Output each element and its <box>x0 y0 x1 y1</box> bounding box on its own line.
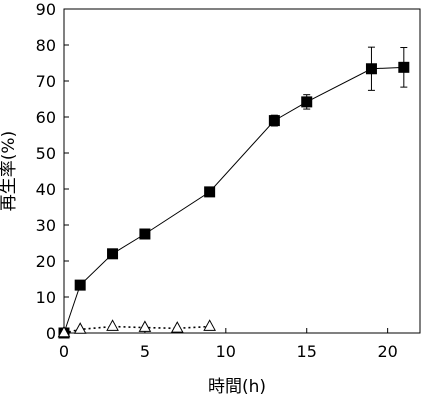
plot-frame <box>63 8 421 334</box>
y-tick-label: 20 <box>36 252 56 271</box>
series-line <box>63 325 210 334</box>
series-1 <box>58 46 410 339</box>
y-tick-label: 60 <box>36 108 56 127</box>
y-tick-label: 70 <box>36 72 56 91</box>
series-layer <box>57 46 410 339</box>
data-point-square <box>301 96 313 108</box>
series-line <box>63 66 404 334</box>
y-tick-label: 0 <box>46 324 56 343</box>
x-tick-label: 0 <box>59 342 69 361</box>
y-tick-label: 90 <box>36 0 56 19</box>
y-tick-label: 40 <box>36 180 56 199</box>
data-point-square <box>204 186 216 198</box>
data-point-square <box>398 61 410 73</box>
data-point-square <box>365 63 377 75</box>
data-point-triangle <box>170 321 184 333</box>
x-tick-label: 10 <box>216 342 236 361</box>
y-tick-label: 30 <box>36 216 56 235</box>
x-axis-ticks: 0 5 10 15 20 <box>59 328 398 361</box>
data-point-triangle <box>106 319 119 331</box>
data-point-triangle <box>203 319 216 331</box>
y-tick-label: 80 <box>36 36 56 55</box>
y-axis-label: 再生率(%) <box>0 131 19 211</box>
data-point-triangle <box>138 320 152 332</box>
y-axis-ticks: 0 10 20 30 40 50 60 70 80 90 <box>36 0 69 343</box>
series-2 <box>57 319 216 338</box>
data-point-square <box>139 228 151 240</box>
data-point-square <box>107 248 119 260</box>
y-tick-label: 50 <box>36 144 56 163</box>
data-point-square <box>268 115 280 127</box>
data-point-triangle <box>73 322 87 334</box>
y-tick-label: 10 <box>36 288 56 307</box>
x-axis-label: 時間(h) <box>208 377 266 397</box>
data-point-square <box>74 279 86 291</box>
x-tick-label: 20 <box>377 342 397 361</box>
data-point-triangle <box>57 325 71 338</box>
x-tick-label: 15 <box>297 342 317 361</box>
x-tick-label: 5 <box>140 342 150 361</box>
